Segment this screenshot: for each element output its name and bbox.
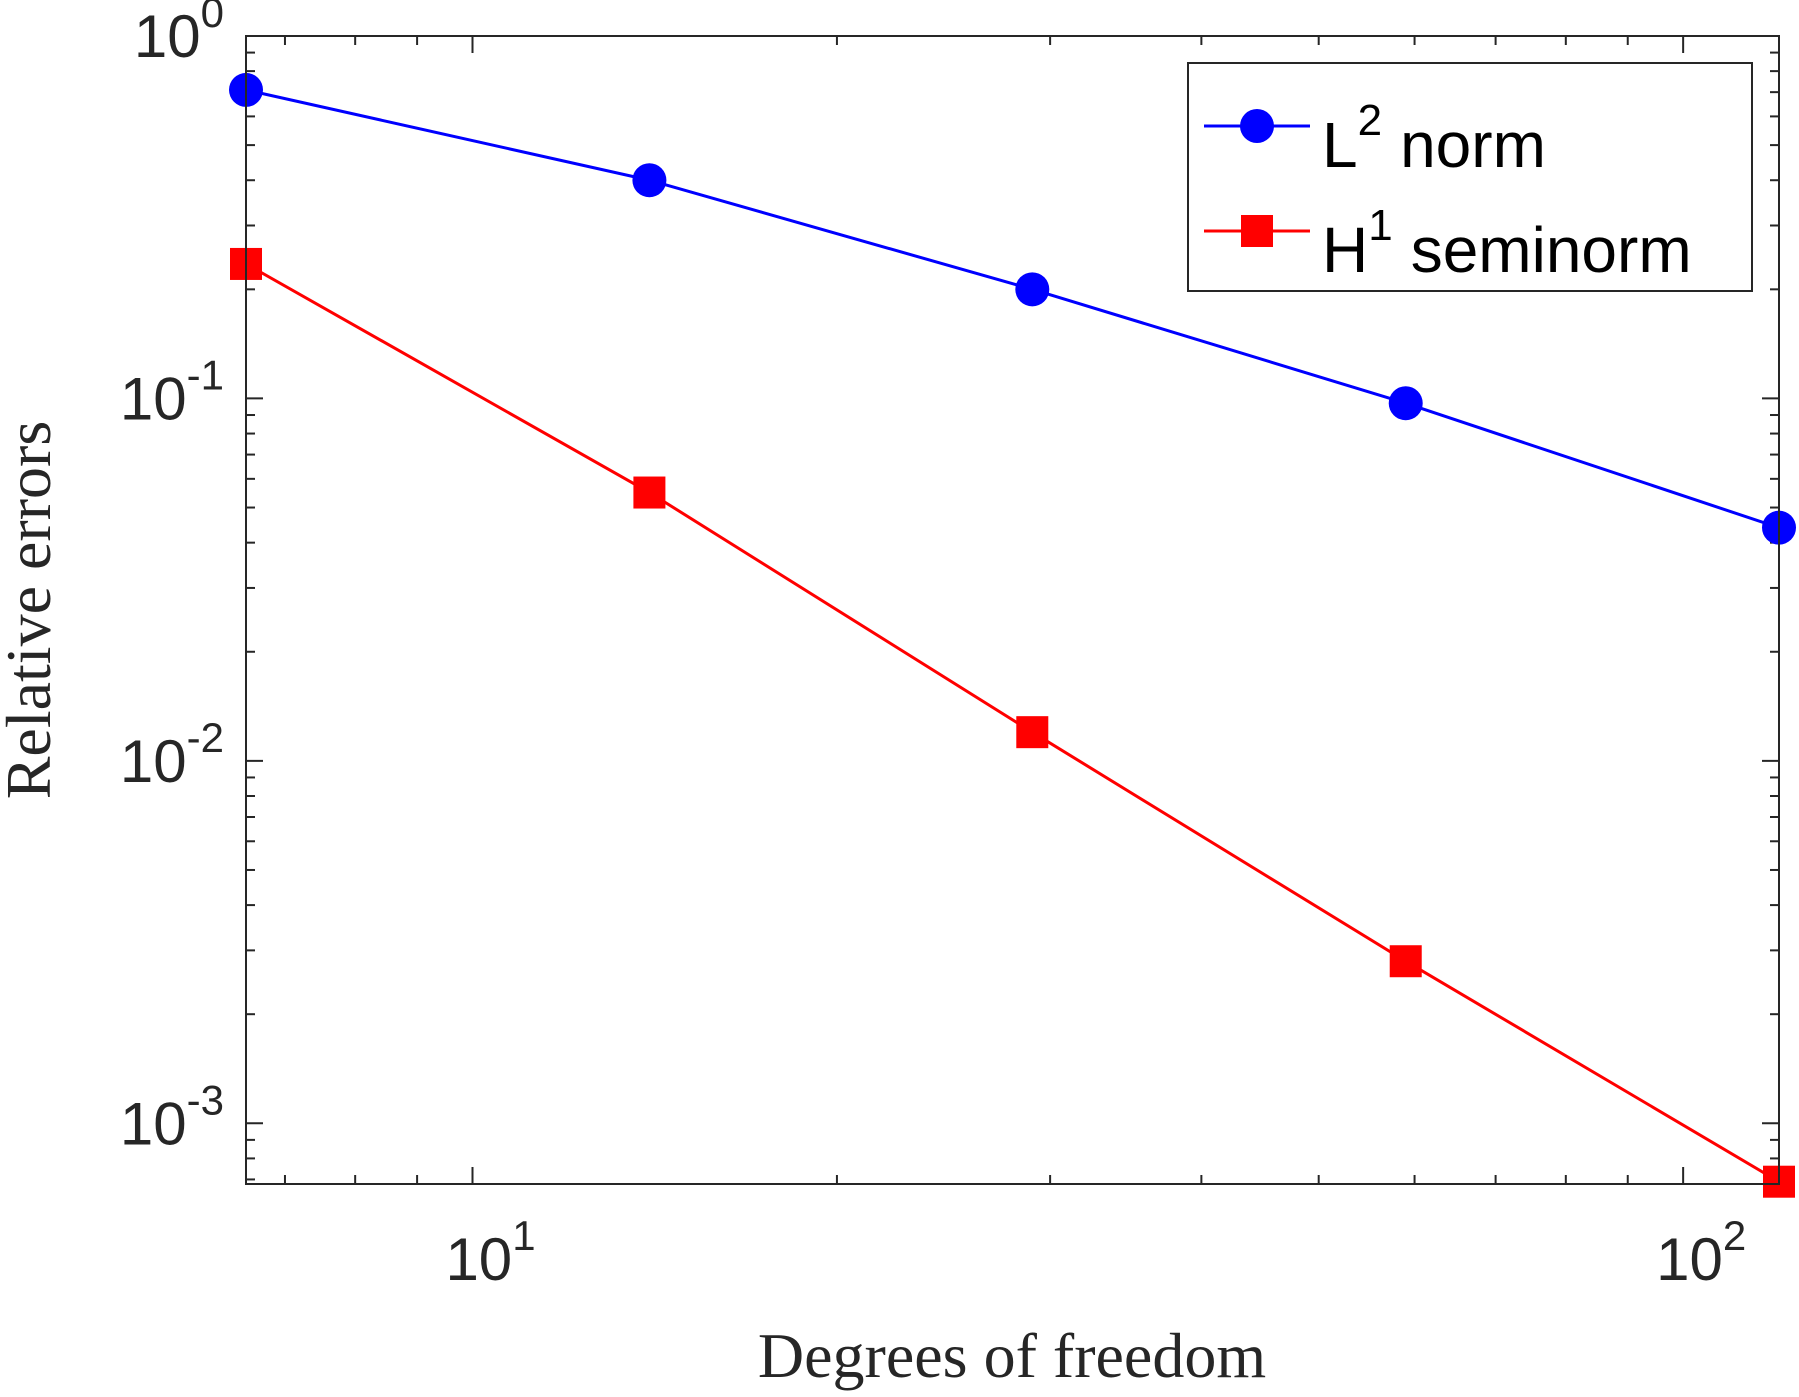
legend-rest-l2: norm [1400,109,1546,181]
data-point-l2 [1388,386,1423,421]
x-tick-label: 101 [445,1212,535,1293]
x-axis-title: Degrees of freedom [758,1320,1266,1391]
tick-labels: 101 102 100 10-1 10-2 10-3 [120,0,1746,1293]
plot-frame [245,35,1780,1185]
legend-label-l2: L2 norm [1322,96,1546,181]
legend-entry-h1: H1 seminorm [1204,201,1692,286]
legend-entry-l2: L2 norm [1204,96,1546,181]
data-point-h1 [633,476,666,509]
data-point-l2 [632,163,667,198]
legend-marker-square [1241,215,1273,247]
x-tick-label: 102 [1656,1212,1746,1293]
legend-sup-l2: 2 [1358,96,1382,145]
y-tick-label: 10-1 [120,351,224,432]
legend-marker-circle [1240,109,1274,143]
data-point-h1 [1016,716,1049,749]
legend-sup-h1: 1 [1368,201,1392,250]
legend-rest-h1: seminorm [1411,214,1692,286]
y-tick-label: 10-2 [120,714,224,795]
legend: L2 norm H1 seminorm [1187,62,1753,292]
minor-ticks [246,36,1779,1184]
data-point-l2 [1015,272,1050,307]
data-point-h1 [1389,945,1422,978]
y-axis-title: Relative errors [0,421,64,800]
legend-label-h1: H1 seminorm [1322,201,1692,286]
y-tick-label: 100 [134,0,224,70]
y-tick-label: 10-3 [120,1076,224,1157]
legend-box [1187,62,1753,292]
